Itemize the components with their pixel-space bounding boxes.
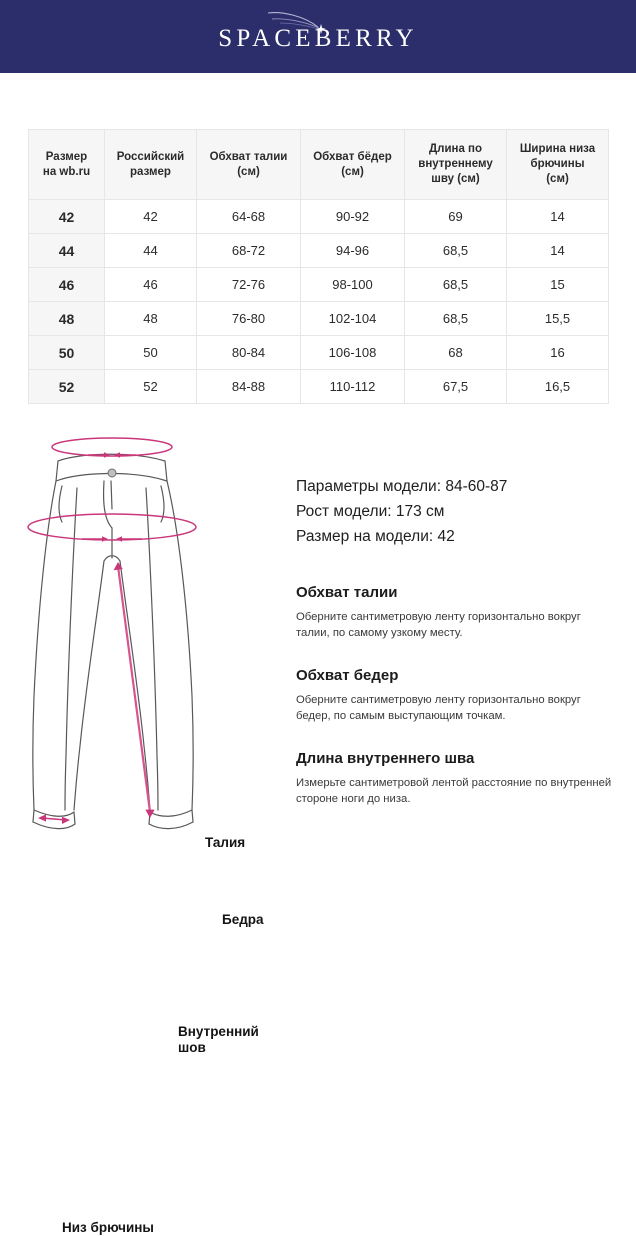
table-cell: 52: [104, 369, 197, 404]
column-header-ru-size: Российский размер: [104, 129, 197, 200]
table-cell: 15: [506, 267, 609, 302]
column-header-hem-width: Ширина низа брючины (см): [506, 129, 609, 200]
table-row: 50 50 80-84 106-108 68 16: [28, 335, 609, 370]
cell-wb-size: 46: [28, 267, 105, 302]
cell-wb-size: 48: [28, 301, 105, 336]
info-column: Параметры модели: 84-60-87 Рост модели: …: [290, 426, 636, 807]
trousers-diagram: Талия Бедра Внутренний шов Низ брючины: [0, 426, 290, 1235]
brand-logo[interactable]: SPACEBERRY: [218, 12, 418, 52]
guide-text: Измерьте сантиметровой лентой расстояние…: [296, 777, 612, 805]
size-chart-table: Размер на wb.ru Российский размер Обхват т…: [28, 129, 609, 404]
cell-wb-size: 42: [28, 199, 105, 234]
table-cell: 50: [104, 335, 197, 370]
guide-text: Оберните сантиметровую ленту горизонталь…: [296, 611, 581, 639]
table-header-row: Размер на wb.ru Российский размер Обхват т…: [28, 129, 609, 200]
table-cell: 98-100: [300, 267, 405, 302]
table-cell: 80-84: [196, 335, 301, 370]
table-cell: 102-104: [300, 301, 405, 336]
table-row: 48 48 76-80 102-104 68,5 15,5: [28, 301, 609, 336]
table-cell: 68: [404, 335, 507, 370]
model-size: Размер на модели: 42: [296, 528, 455, 545]
guide-heading: Обхват талии: [296, 584, 398, 601]
table-cell: 14: [506, 233, 609, 268]
table-cell: 15,5: [506, 301, 609, 336]
diagram-label-hem: Низ брючины: [62, 1220, 154, 1235]
model-parameters: Параметры модели: 84-60-87: [296, 478, 508, 495]
guide-heading: Обхват бедер: [296, 667, 399, 684]
column-header-inseam: Длина по внутреннему шву (см): [404, 129, 507, 200]
site-header: SPACEBERRY: [0, 0, 636, 73]
model-height: Рост модели: 173 см: [296, 503, 445, 520]
cell-wb-size: 52: [28, 369, 105, 404]
model-parameters-block: Параметры модели: 84-60-87 Рост модели: …: [296, 474, 614, 549]
table-cell: 94-96: [300, 233, 405, 268]
table-cell: 48: [104, 301, 197, 336]
table-cell: 44: [104, 233, 197, 268]
table-cell: 42: [104, 199, 197, 234]
table-cell: 68,5: [404, 233, 507, 268]
guide-text: Оберните сантиметровую ленту горизонталь…: [296, 694, 581, 722]
trousers-illustration-icon: [27, 437, 197, 830]
size-table-section: Размер на wb.ru Российский размер Обхват т…: [0, 73, 636, 404]
table-cell: 67,5: [404, 369, 507, 404]
table-cell: 68,5: [404, 301, 507, 336]
brand-name: SPACEBERRY: [218, 25, 418, 52]
table-cell: 46: [104, 267, 197, 302]
diagram-label-waist: Талия: [205, 835, 246, 850]
size-chart-body: 42 42 64-68 90-92 69 14 44 44 68-72 94-96 68,5 14 46…: [28, 199, 609, 404]
table-cell: 14: [506, 199, 609, 234]
table-cell: 72-76: [196, 267, 301, 302]
table-cell: 16: [506, 335, 609, 370]
table-cell: 106-108: [300, 335, 405, 370]
table-row: 52 52 84-88 110-112 67,5 16,5: [28, 369, 609, 404]
table-cell: 64-68: [196, 199, 301, 234]
measurement-section: Талия Бедра Внутренний шов Низ брючины П…: [0, 404, 636, 1235]
column-header-waist: Обхват талии (см): [196, 129, 301, 200]
cell-wb-size: 50: [28, 335, 105, 370]
column-header-wb-size: Размер на wb.ru: [28, 129, 105, 200]
cell-wb-size: 44: [28, 233, 105, 268]
table-cell: 84-88: [196, 369, 301, 404]
guide-heading: Длина внутреннего шва: [296, 750, 475, 767]
table-cell: 110-112: [300, 369, 405, 404]
table-cell: 69: [404, 199, 507, 234]
table-cell: 76-80: [196, 301, 301, 336]
diagram-label-inseam: Внутренний шов: [178, 1024, 259, 1055]
table-row: 42 42 64-68 90-92 69 14: [28, 199, 609, 234]
table-row: 46 46 72-76 98-100 68,5 15: [28, 267, 609, 302]
table-cell: 90-92: [300, 199, 405, 234]
table-cell: 68-72: [196, 233, 301, 268]
diagram-label-hips: Бедра: [222, 912, 264, 927]
table-cell: 16,5: [506, 369, 609, 404]
column-header-hips: Обхват бёдер (см): [300, 129, 405, 200]
table-row: 44 44 68-72 94-96 68,5 14: [28, 233, 609, 268]
measure-guide-list: Обхват талии Оберните сантиметровую ленту…: [296, 583, 614, 807]
table-cell: 68,5: [404, 267, 507, 302]
